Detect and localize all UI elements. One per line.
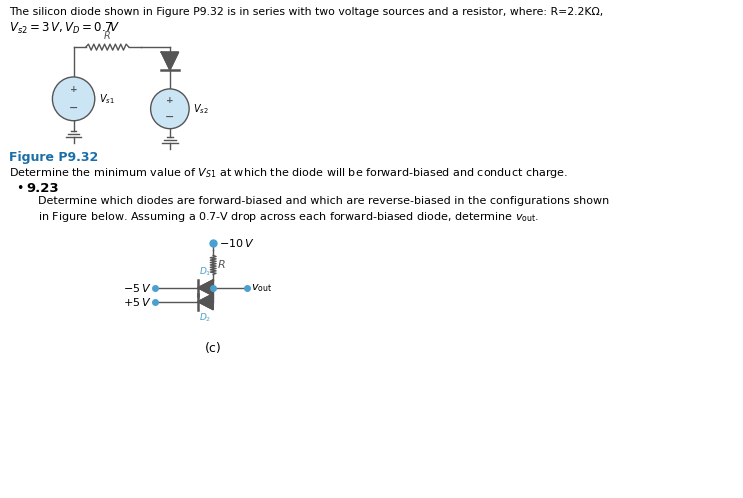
Text: Figure P9.32: Figure P9.32: [9, 150, 98, 163]
Text: $V_{s2} = 3\,V, V_D = 0.7V$: $V_{s2} = 3\,V, V_D = 0.7V$: [9, 21, 120, 36]
Text: R: R: [218, 260, 226, 270]
Text: $v_{\mathrm{out}}$: $v_{\mathrm{out}}$: [250, 282, 272, 294]
Text: $+5\,V$: $+5\,V$: [123, 296, 152, 308]
Text: in Figure below. Assuming a 0.7-V drop across each forward-biased diode, determi: in Figure below. Assuming a 0.7-V drop a…: [38, 210, 539, 224]
Text: (c): (c): [205, 343, 221, 356]
Text: $-10\,V$: $-10\,V$: [219, 237, 255, 249]
Text: $D_2$: $D_2$: [199, 312, 212, 324]
Polygon shape: [198, 294, 213, 310]
Text: $D_1$: $D_1$: [199, 265, 212, 278]
Text: Determine the minimum value of $V_{S1}$ at which the diode will be forward-biase: Determine the minimum value of $V_{S1}$ …: [9, 166, 568, 180]
Text: Determine which diodes are forward-biased and which are reverse-biased in the co: Determine which diodes are forward-biase…: [38, 196, 609, 206]
Text: −: −: [165, 112, 175, 122]
Polygon shape: [161, 52, 178, 70]
Text: R: R: [104, 31, 111, 41]
Text: $V_{s1}$: $V_{s1}$: [99, 92, 114, 106]
Text: •: •: [16, 182, 23, 195]
Text: The silicon diode shown in Figure P9.32 is in series with two voltage sources an: The silicon diode shown in Figure P9.32 …: [9, 7, 603, 17]
Text: $V_{s2}$: $V_{s2}$: [193, 102, 209, 116]
Text: $-5\,V$: $-5\,V$: [123, 282, 152, 294]
Text: 9.23: 9.23: [27, 182, 59, 195]
Text: +: +: [166, 96, 174, 105]
Text: +: +: [70, 85, 77, 94]
Text: −: −: [69, 103, 78, 113]
Polygon shape: [198, 280, 213, 296]
Circle shape: [151, 89, 189, 128]
Circle shape: [53, 77, 95, 121]
